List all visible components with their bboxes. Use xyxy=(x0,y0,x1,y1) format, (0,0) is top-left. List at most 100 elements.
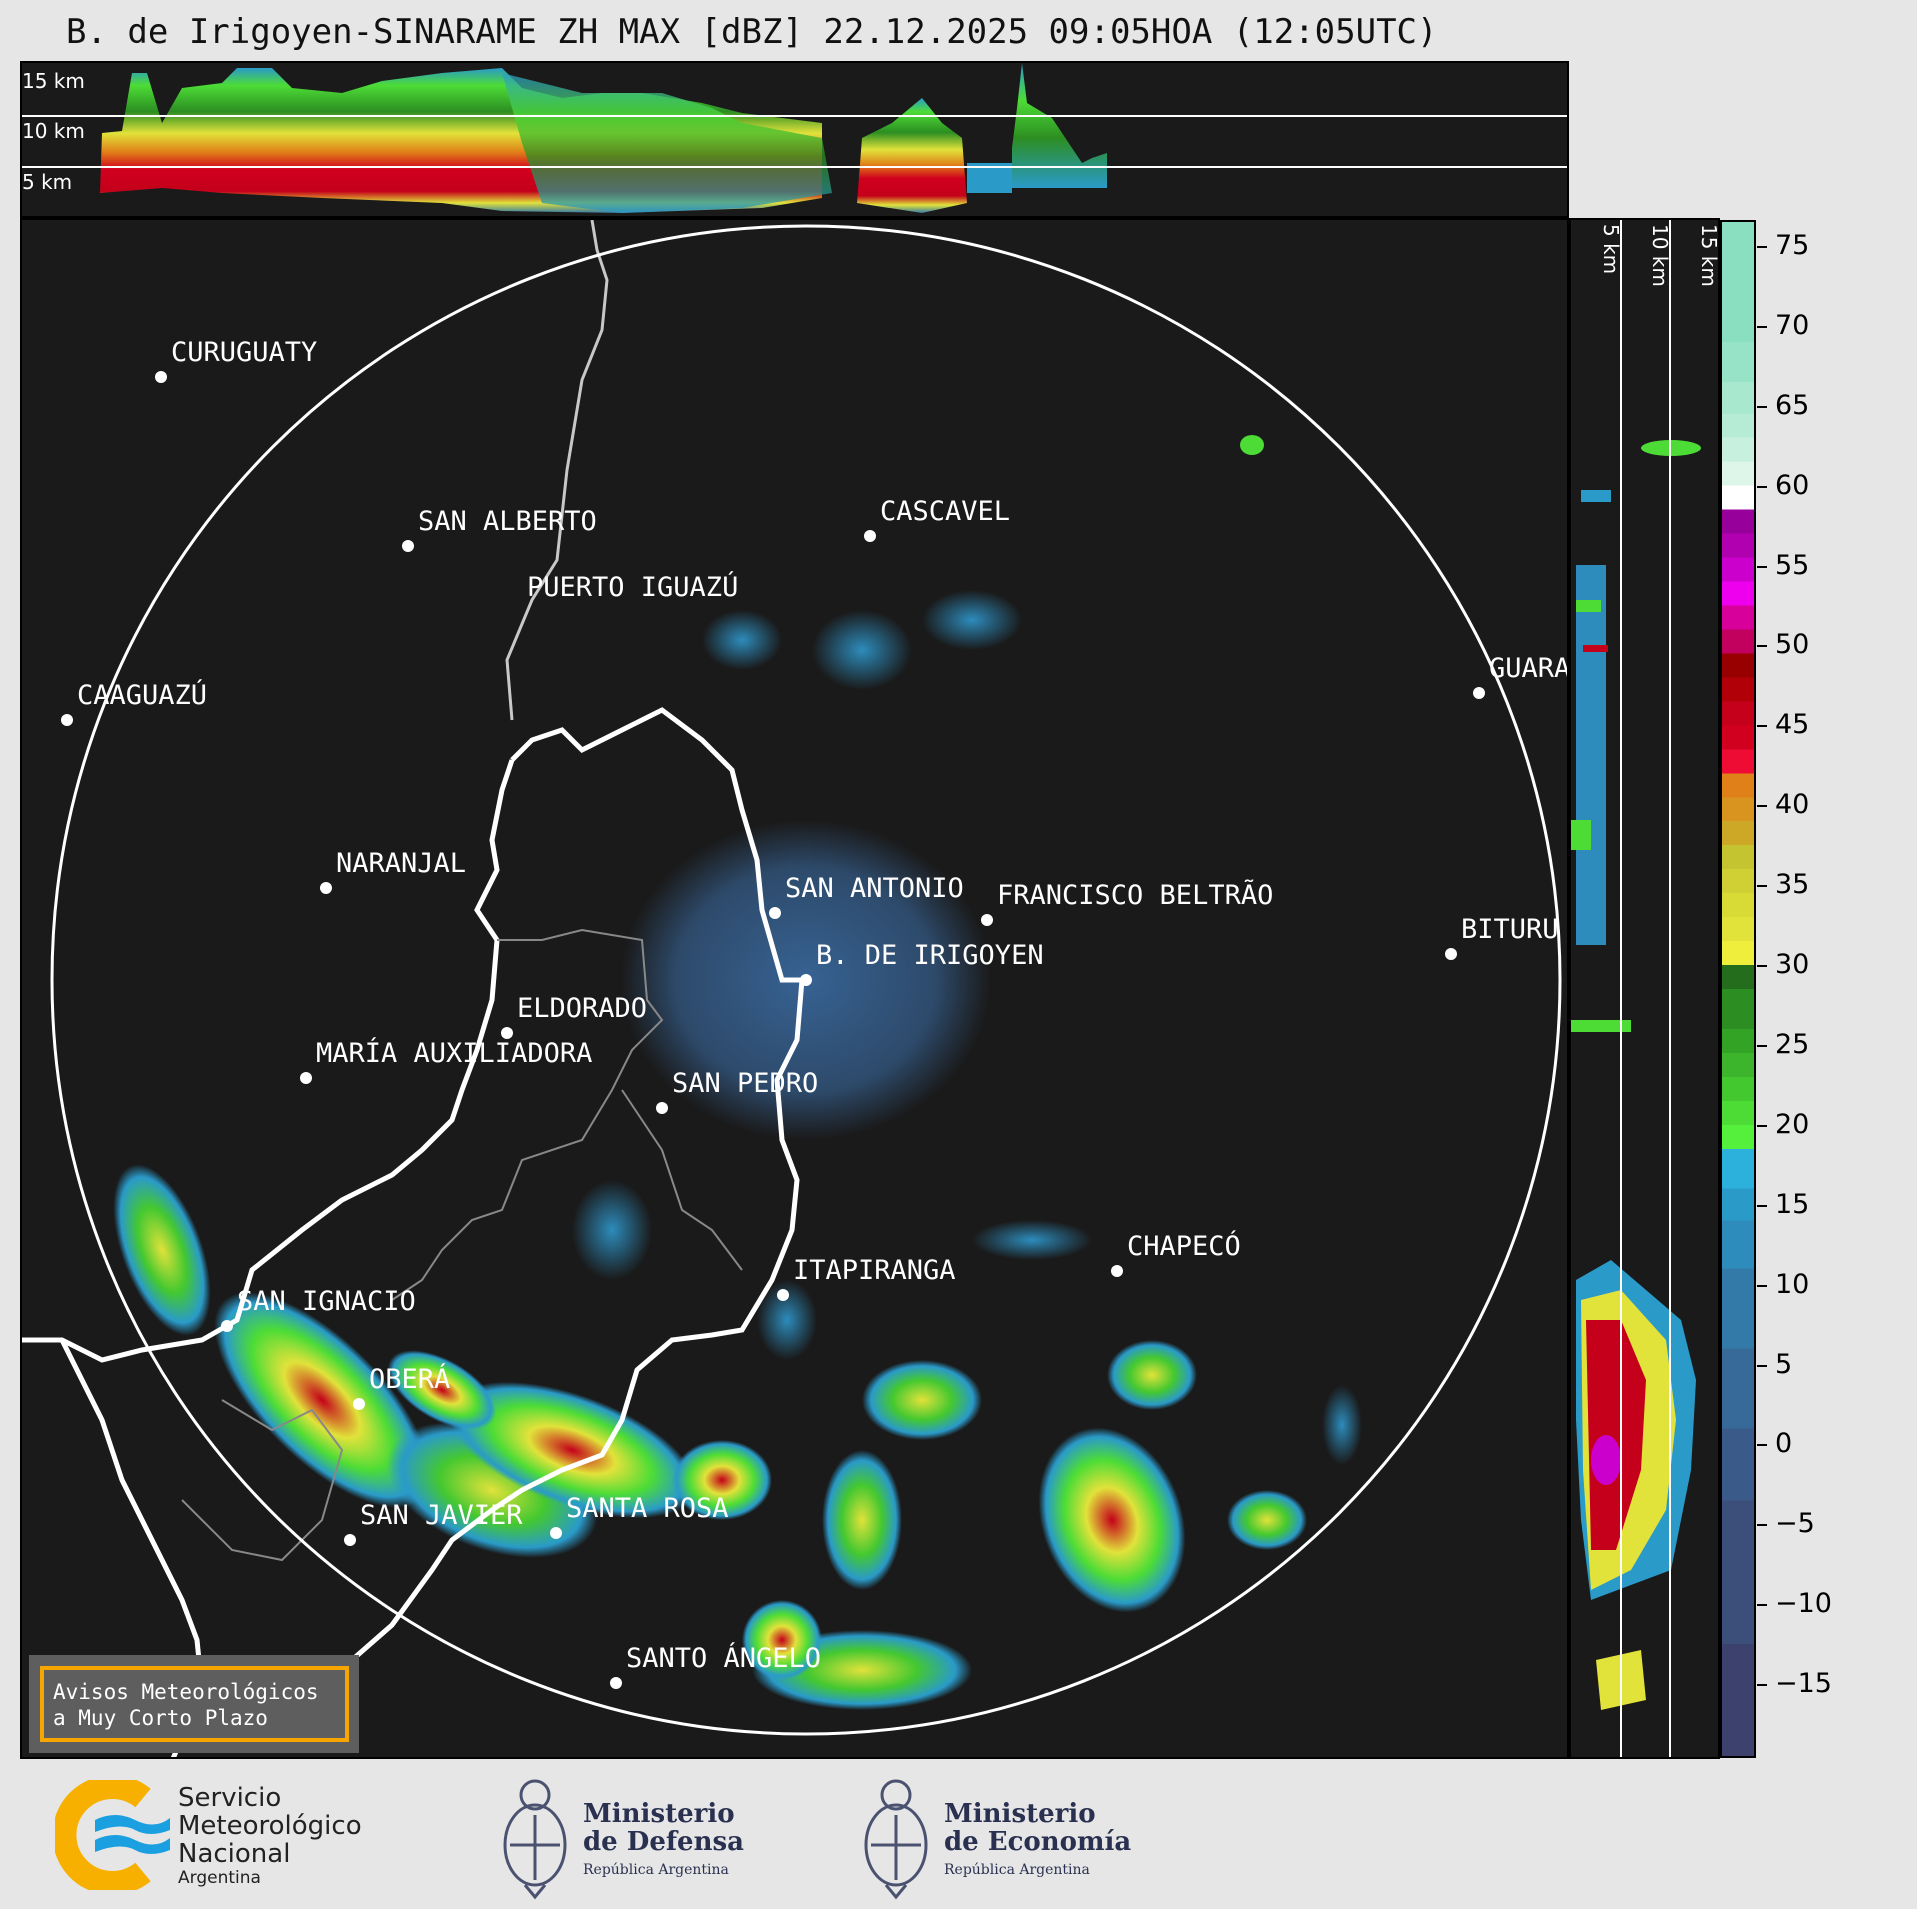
smn-line-3: Nacional xyxy=(178,1839,291,1869)
city-label: MARÍA AUXILIADORA xyxy=(316,1038,593,1069)
colorbar-tick xyxy=(1757,965,1767,968)
colorbar-tick xyxy=(1757,725,1767,728)
colorbar-tick-label: 15 xyxy=(1775,1188,1810,1220)
colorbar-tick-label: 40 xyxy=(1775,789,1810,821)
city-marker xyxy=(769,907,781,919)
chart-title: B. de Irigoyen-SINARAME ZH MAX [dBZ] 22.… xyxy=(66,12,1438,52)
warning-line-2: a Muy Corto Plazo xyxy=(53,1706,268,1730)
city-marker xyxy=(777,1289,789,1301)
city-marker xyxy=(155,371,167,383)
defensa-line-3: República Argentina xyxy=(583,1862,729,1878)
city-marker xyxy=(864,530,876,542)
light-echoes xyxy=(572,590,1092,1360)
smn-line-4: Argentina xyxy=(178,1868,261,1888)
defensa-line-1: Ministerio xyxy=(583,1799,735,1829)
city-marker xyxy=(656,1102,668,1114)
colorbar-tick-label: 50 xyxy=(1775,629,1810,661)
city-marker xyxy=(353,1398,365,1410)
city-marker xyxy=(402,540,414,552)
storm-echoes xyxy=(113,435,1362,1710)
warning-box-border: Avisos Meteorológicos a Muy Corto Plazo xyxy=(40,1666,349,1742)
label-10km: 10 km xyxy=(1648,224,1672,287)
city-label: ELDORADO xyxy=(517,993,648,1024)
city-marker xyxy=(221,1320,233,1332)
colorbar-tick xyxy=(1757,485,1767,488)
city-marker xyxy=(61,714,73,726)
smn-line-2: Meteorológico xyxy=(178,1811,362,1841)
colorbar-tick-label: −5 xyxy=(1775,1508,1815,1540)
city-label: FRANCISCO BELTRÃO xyxy=(997,880,1274,911)
department-borders xyxy=(391,928,664,1301)
colorbar-tick-label: −10 xyxy=(1775,1588,1832,1620)
city-label: SAN ALBERTO xyxy=(418,506,597,537)
radar-map[interactable]: CURUGUATY SAN ALBERTO CASCAVEL CAAGUAZÚ GUAR… xyxy=(20,218,1569,1759)
city-label: GUARA xyxy=(1489,653,1569,684)
colorbar-tick-label: 60 xyxy=(1775,469,1810,501)
city-label: ITAPIRANGA xyxy=(793,1255,956,1286)
city-marker xyxy=(1111,1265,1123,1277)
colorbar-tick xyxy=(1757,325,1767,328)
colorbar-tick xyxy=(1757,885,1767,888)
city-label: SAN JAVIER xyxy=(360,1500,523,1531)
economia-line-1: Ministerio xyxy=(944,1799,1096,1829)
city-marker xyxy=(550,1527,562,1539)
international-border xyxy=(505,220,609,721)
economia-line-2: de Economía xyxy=(944,1827,1132,1857)
radar-map-graphics xyxy=(22,220,1562,1757)
colorbar-tick-label: 35 xyxy=(1775,869,1810,901)
city-label: SANTO ÁNGELO xyxy=(626,1643,822,1674)
ministerio-defensa-text: Ministerio de Defensa República Argentin… xyxy=(583,1800,744,1884)
colorbar-tick xyxy=(1757,1124,1767,1127)
argentina-coat-of-arms-icon xyxy=(856,1775,936,1900)
label-15km: 15 km xyxy=(1697,224,1720,287)
city-label: CAAGUAZÚ xyxy=(77,680,208,711)
warning-box[interactable]: Avisos Meteorológicos a Muy Corto Plazo xyxy=(29,1655,359,1753)
borders xyxy=(22,220,805,1757)
colorbar-tick xyxy=(1757,1684,1767,1687)
colorbar-tick-label: 10 xyxy=(1775,1268,1810,1300)
colorbar-tick xyxy=(1757,1204,1767,1207)
colorbar-tick-label: 5 xyxy=(1775,1348,1793,1380)
city-label: OBERÁ xyxy=(369,1364,451,1395)
city-label: SAN PEDRO xyxy=(672,1068,819,1099)
misiones-border-west xyxy=(22,759,515,1363)
colorbar-tick xyxy=(1757,1524,1767,1527)
city-label: CHAPECÓ xyxy=(1127,1231,1241,1262)
city-marker xyxy=(981,914,993,926)
colorbar-tick-label: 25 xyxy=(1775,1028,1810,1060)
city-label: SANTA ROSA xyxy=(566,1493,729,1524)
defensa-line-2: de Defensa xyxy=(583,1827,744,1857)
colorbar-tick-label: 45 xyxy=(1775,709,1810,741)
city-marker xyxy=(610,1677,622,1689)
colorbar-tick xyxy=(1757,805,1767,808)
label-15km: 15 km xyxy=(22,69,85,93)
range-ring xyxy=(50,224,1562,1736)
colorbar-tick-label: 65 xyxy=(1775,389,1810,421)
colorbar-tick xyxy=(1757,1044,1767,1047)
city-marker xyxy=(1473,687,1485,699)
colorbar-tick-label: 75 xyxy=(1775,229,1810,261)
label-10km: 10 km xyxy=(22,119,85,143)
colorbar-tick xyxy=(1757,1364,1767,1367)
city-marker xyxy=(344,1534,356,1546)
city-label: CURUGUATY xyxy=(171,337,318,368)
city-label: CASCAVEL xyxy=(880,496,1011,527)
misiones-border-east xyxy=(310,707,805,1702)
warning-line-1: Avisos Meteorológicos xyxy=(53,1680,319,1704)
colorbar-tick xyxy=(1757,1284,1767,1287)
city-label: NARANJAL xyxy=(336,848,467,879)
city-label: BITURU xyxy=(1461,914,1559,945)
colorbar xyxy=(1720,220,1756,1758)
colorbar-tick-label: 20 xyxy=(1775,1108,1810,1140)
label-5km: 5 km xyxy=(22,170,73,194)
city-marker xyxy=(320,882,332,894)
colorbar-tick-label: 0 xyxy=(1775,1428,1793,1460)
city-marker xyxy=(501,1027,513,1039)
colorbar-tick xyxy=(1757,1604,1767,1607)
colorbar-tick xyxy=(1757,645,1767,648)
city-label: SAN IGNACIO xyxy=(237,1286,416,1317)
colorbar-tick-label: 55 xyxy=(1775,549,1810,581)
smn-line-1: Servicio xyxy=(178,1783,282,1813)
colorbar-tick xyxy=(1757,1444,1767,1447)
city-marker xyxy=(300,1072,312,1084)
